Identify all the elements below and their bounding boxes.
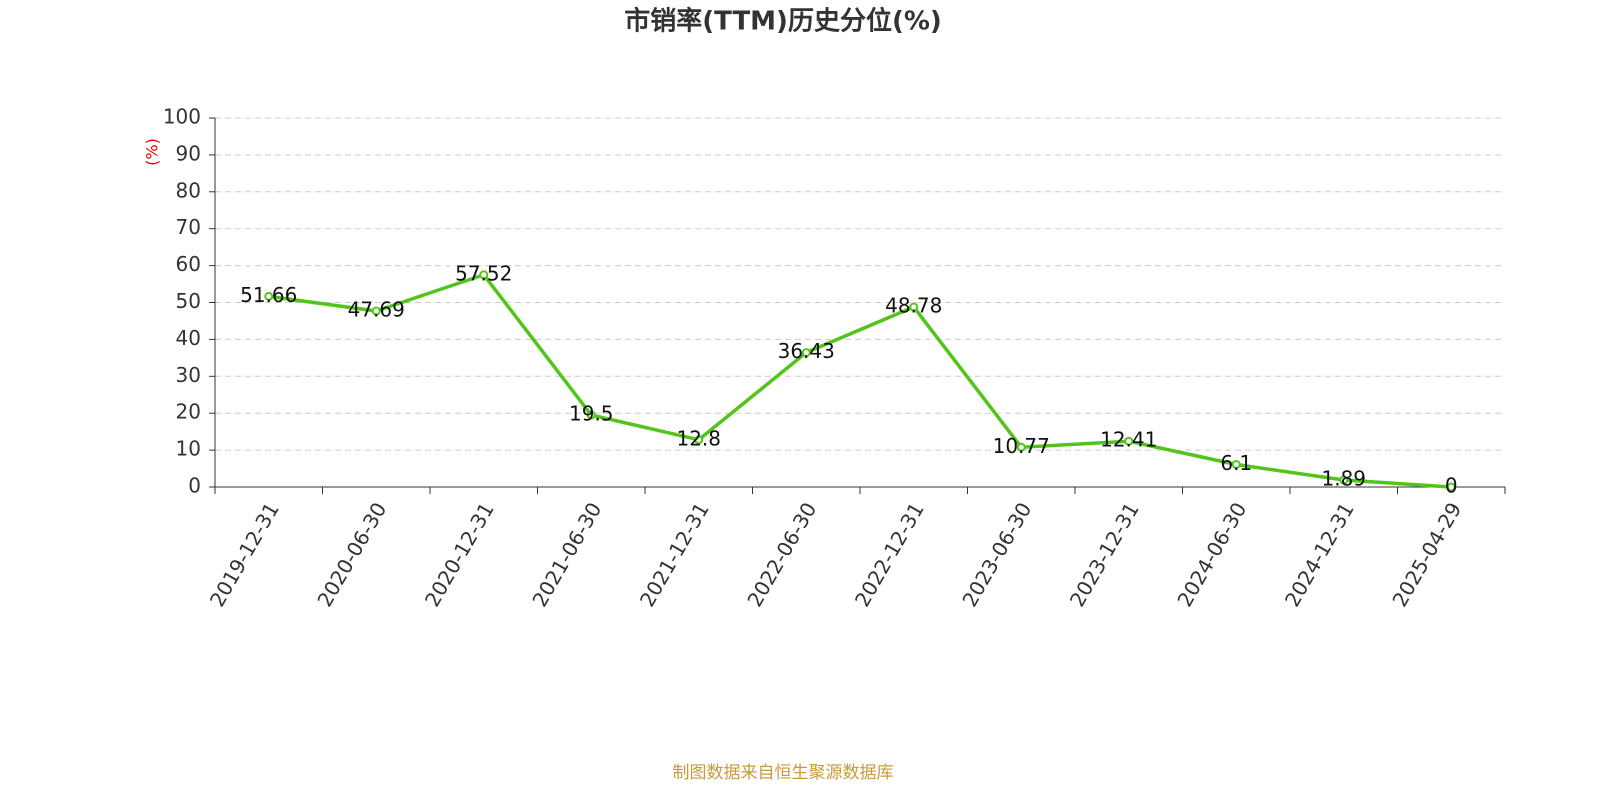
x-tick-label: 2020-12-31 xyxy=(420,498,499,611)
x-tick-label: 2022-06-30 xyxy=(742,498,821,611)
data-label: 12.41 xyxy=(1100,428,1157,452)
data-label: 6.1 xyxy=(1220,451,1252,475)
y-tick-label: 70 xyxy=(176,215,201,239)
x-tick-label: 2025-04-29 xyxy=(1387,498,1466,611)
x-tick-label: 2023-06-30 xyxy=(957,498,1036,611)
y-tick-label: 30 xyxy=(176,363,201,387)
data-point xyxy=(586,410,596,420)
data-label: 10.77 xyxy=(993,434,1050,458)
y-tick-label: 90 xyxy=(176,141,201,165)
x-tick-label: 2022-12-31 xyxy=(850,498,929,611)
x-tick-label: 2024-06-30 xyxy=(1172,498,1251,611)
data-label: 12.8 xyxy=(676,426,721,450)
y-tick-label: 80 xyxy=(176,178,201,202)
y-tick-label: 60 xyxy=(176,252,201,276)
x-tick-label: 2019-12-31 xyxy=(205,498,284,611)
data-point xyxy=(371,306,381,316)
data-point xyxy=(1231,459,1241,469)
source-note: 制图数据来自恒生聚源数据库 xyxy=(673,763,894,783)
data-point xyxy=(1339,475,1349,485)
data-point xyxy=(694,435,704,445)
data-point xyxy=(801,348,811,358)
data-label: 47.69 xyxy=(348,298,405,322)
data-point xyxy=(1016,442,1026,452)
y-tick-label: 10 xyxy=(176,437,201,461)
data-point xyxy=(909,302,919,312)
x-tick-label: 2023-12-31 xyxy=(1065,498,1144,611)
y-tick-label: 100 xyxy=(163,105,201,129)
data-line xyxy=(268,272,1452,489)
x-tick-label: 2024-12-31 xyxy=(1280,498,1359,611)
data-label: 19.5 xyxy=(569,402,614,426)
y-tick-label: 0 xyxy=(188,474,201,498)
data-label: 0 xyxy=(1445,474,1458,498)
data-label: 36.43 xyxy=(778,339,835,363)
y-tick-label: 20 xyxy=(176,400,201,424)
data-point xyxy=(1446,482,1456,492)
y-tick-label: 50 xyxy=(176,289,201,313)
y-axis-label: (%) xyxy=(143,138,162,166)
data-label: 57.52 xyxy=(455,261,512,285)
y-tick-label: 40 xyxy=(176,326,201,350)
data-point xyxy=(1124,436,1134,446)
data-label: 48.78 xyxy=(885,294,942,318)
x-tick-label: 2020-06-30 xyxy=(312,498,391,611)
data-point xyxy=(264,291,274,301)
x-tick-label: 2021-12-31 xyxy=(635,498,714,611)
data-label: 1.89 xyxy=(1321,467,1366,491)
chart-title: 市销率(TTM)历史分位(%) xyxy=(624,6,942,37)
data-label: 51.66 xyxy=(240,283,297,307)
data-point xyxy=(479,270,489,280)
x-tick-label: 2021-06-30 xyxy=(527,498,606,611)
